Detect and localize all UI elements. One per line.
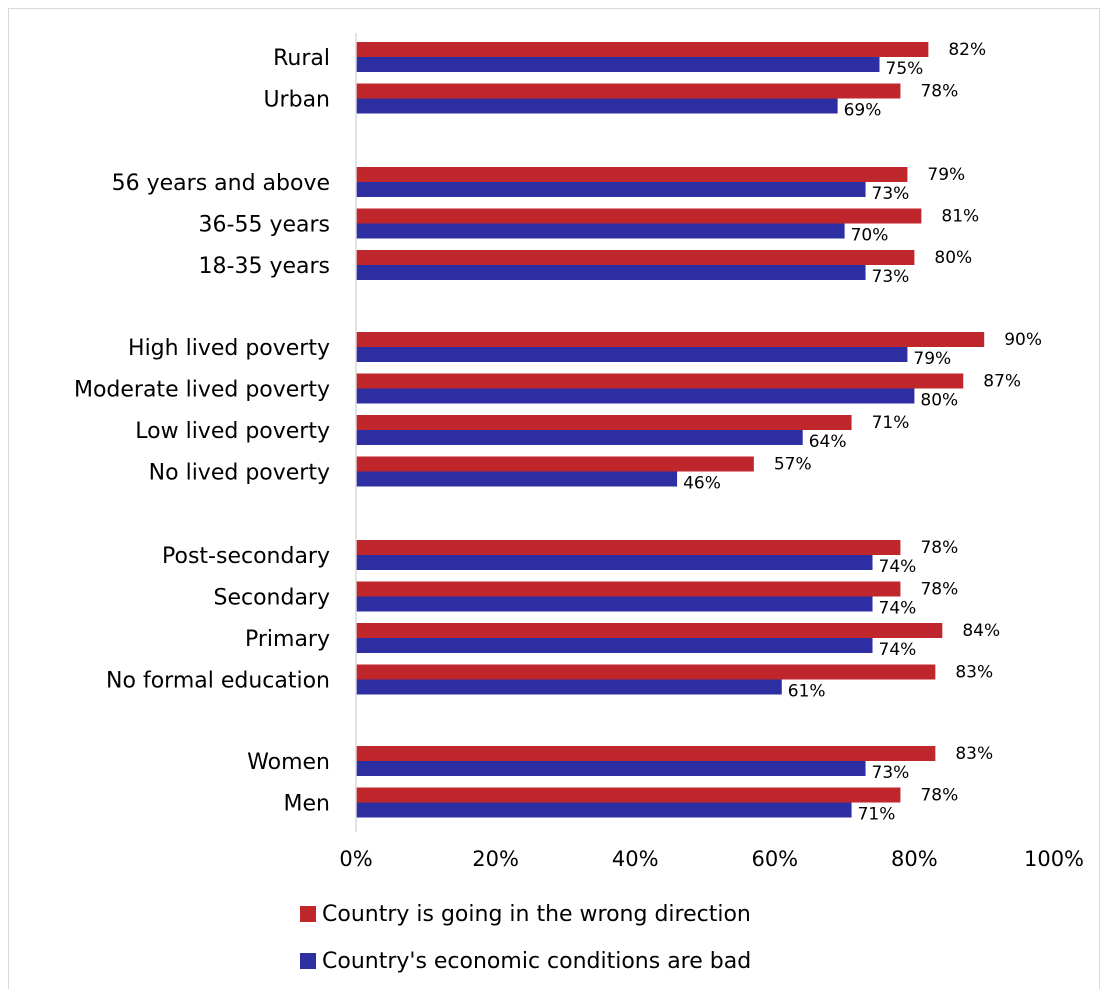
value-label-economic-bad-moderate-lived-poverty: 80% <box>920 391 958 411</box>
bar-wrong-direction-no-lived-poverty <box>356 456 754 472</box>
value-label-wrong-direction-no-lived-poverty: 57% <box>774 455 812 475</box>
x-axis-ticks: 0% 20% 40% 60% 80% 100% <box>339 847 1084 871</box>
value-label-wrong-direction-primary: 84% <box>962 621 1000 641</box>
bar-wrong-direction-high-lived-poverty <box>356 332 985 347</box>
bar-economic-bad-56-years-and-above <box>356 182 866 197</box>
category-label-men: Men <box>284 792 330 817</box>
category-labels: Rural Urban 56 years and above 36-55 years 1… <box>74 46 330 817</box>
bar-economic-bad-18-35-years <box>356 265 866 280</box>
bar-wrong-direction-rural <box>356 42 929 57</box>
category-label-no-lived-poverty: No lived poverty <box>149 461 330 486</box>
legend-label-economic-bad: Country's economic conditions are bad <box>322 949 751 974</box>
bar-wrong-direction-56-years-and-above <box>356 167 908 182</box>
value-label-wrong-direction-no-formal-education: 83% <box>955 663 993 683</box>
x-tick-label-1: 20% <box>472 847 519 871</box>
bar-economic-bad-post-secondary <box>356 555 873 570</box>
value-label-wrong-direction-secondary: 78% <box>920 580 958 600</box>
bar-wrong-direction-urban <box>356 83 901 99</box>
value-label-wrong-direction-rural: 82% <box>948 40 986 60</box>
bar-wrong-direction-primary <box>356 623 943 638</box>
category-label-urban: Urban <box>263 88 330 113</box>
bar-economic-bad-urban <box>356 98 838 114</box>
bar-economic-bad-36-55-years <box>356 223 845 239</box>
bar-economic-bad-high-lived-poverty <box>356 347 908 362</box>
bar-economic-bad-men <box>356 802 852 818</box>
bar-economic-bad-primary <box>356 638 873 653</box>
category-label-rural: Rural <box>273 46 330 71</box>
bar-economic-bad-women <box>356 761 866 776</box>
value-label-economic-bad-no-formal-education: 61% <box>788 682 826 702</box>
x-tick-label-3: 60% <box>751 847 798 871</box>
bar-wrong-direction-no-formal-education <box>356 664 936 680</box>
bar-economic-bad-low-lived-poverty <box>356 430 803 445</box>
category-label-36-55-years: 36-55 years <box>199 213 330 238</box>
value-label-economic-bad-men: 71% <box>858 805 896 825</box>
value-label-economic-bad-56-years-and-above: 73% <box>872 184 910 204</box>
x-tick-label-0: 0% <box>339 847 372 871</box>
legend-swatch-economic-bad <box>300 953 316 969</box>
bar-wrong-direction-18-35-years <box>356 250 915 265</box>
category-label-18-35-years: 18-35 years <box>199 254 330 279</box>
category-label-women: Women <box>247 750 330 775</box>
category-label-primary: Primary <box>245 627 330 652</box>
bar-wrong-direction-women <box>356 746 936 761</box>
bar-wrong-direction-36-55-years <box>356 208 922 224</box>
value-label-wrong-direction-women: 83% <box>955 744 993 764</box>
bar-wrong-direction-moderate-lived-poverty <box>356 373 964 389</box>
bar-wrong-direction-secondary <box>356 581 901 597</box>
value-label-economic-bad-urban: 69% <box>844 101 882 121</box>
bar-wrong-direction-men <box>356 787 901 803</box>
category-label-no-formal-education: No formal education <box>106 669 330 694</box>
bar-economic-bad-no-lived-poverty <box>356 471 678 487</box>
value-label-wrong-direction-high-lived-poverty: 90% <box>1004 330 1042 350</box>
x-tick-label-2: 40% <box>612 847 659 871</box>
category-label-low-lived-poverty: Low lived poverty <box>135 419 330 444</box>
value-label-wrong-direction-urban: 78% <box>920 82 958 102</box>
legend-item-economic-bad: Country's economic conditions are bad <box>300 949 751 974</box>
chart-frame <box>8 8 1100 989</box>
value-labels: 82% 75% 78% 69% 79% 73% 81% 70% 80% 73% 90% 79% 87% 8… <box>683 40 1042 825</box>
value-label-economic-bad-36-55-years: 70% <box>851 226 889 246</box>
value-label-wrong-direction-18-35-years: 80% <box>934 248 972 268</box>
value-label-economic-bad-no-lived-poverty: 46% <box>683 474 721 494</box>
value-label-economic-bad-18-35-years: 73% <box>872 267 910 287</box>
value-label-wrong-direction-36-55-years: 81% <box>941 207 979 227</box>
bar-economic-bad-moderate-lived-poverty <box>356 388 915 404</box>
x-tick-label-5: 100% <box>1024 847 1084 871</box>
value-label-economic-bad-primary: 74% <box>879 640 917 660</box>
bar-economic-bad-rural <box>356 57 880 72</box>
value-label-economic-bad-low-lived-poverty: 64% <box>809 432 847 452</box>
value-label-economic-bad-secondary: 74% <box>879 599 917 619</box>
value-label-wrong-direction-low-lived-poverty: 71% <box>872 413 910 433</box>
value-label-wrong-direction-post-secondary: 78% <box>920 538 958 558</box>
value-label-wrong-direction-men: 78% <box>920 786 958 806</box>
legend-item-wrong-direction: Country is going in the wrong direction <box>300 902 751 927</box>
category-label-high-lived-poverty: High lived poverty <box>128 336 330 361</box>
category-label-56-years-and-above: 56 years and above <box>112 171 330 196</box>
bar-wrong-direction-post-secondary <box>356 540 901 555</box>
value-label-economic-bad-high-lived-poverty: 79% <box>913 349 951 369</box>
bar-economic-bad-secondary <box>356 596 873 612</box>
legend-label-wrong-direction: Country is going in the wrong direction <box>322 902 751 927</box>
legend: Country is going in the wrong direction … <box>300 902 751 974</box>
x-tick-label-4: 80% <box>891 847 938 871</box>
legend-swatch-wrong-direction <box>300 906 316 922</box>
value-label-economic-bad-post-secondary: 74% <box>879 557 917 577</box>
bars-layer <box>356 42 985 818</box>
value-label-economic-bad-rural: 75% <box>886 59 924 79</box>
category-label-secondary: Secondary <box>213 586 330 611</box>
bar-economic-bad-no-formal-education <box>356 679 782 695</box>
value-label-wrong-direction-56-years-and-above: 79% <box>927 165 965 185</box>
category-label-moderate-lived-poverty: Moderate lived poverty <box>74 378 330 403</box>
value-label-wrong-direction-moderate-lived-poverty: 87% <box>983 372 1021 392</box>
category-label-post-secondary: Post-secondary <box>162 544 330 569</box>
bar-wrong-direction-low-lived-poverty <box>356 415 852 430</box>
value-label-economic-bad-women: 73% <box>872 763 910 783</box>
